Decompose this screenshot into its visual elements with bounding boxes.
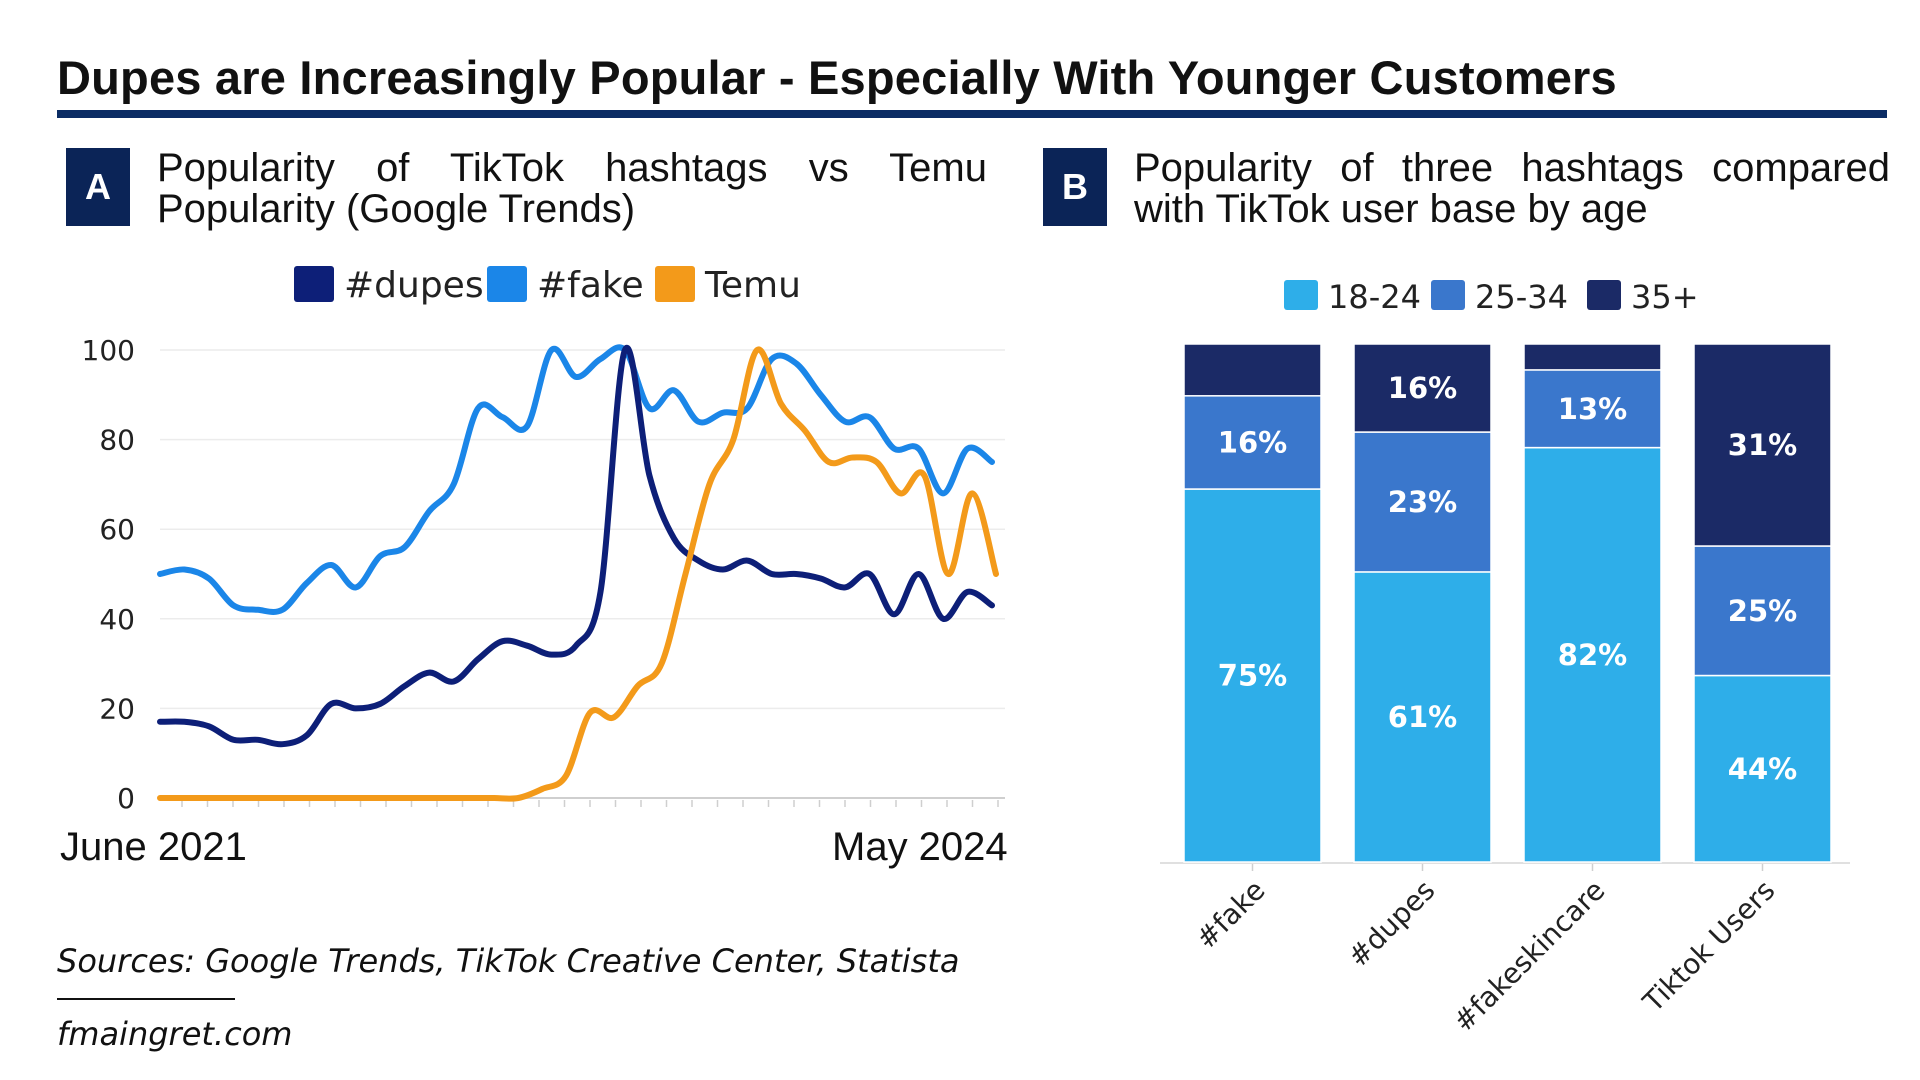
bar-segment-fake-18-24 bbox=[1183, 488, 1322, 863]
legend-label-25-34: 25-34 bbox=[1475, 278, 1568, 316]
stacked-bar-chart: 75% 16% #fake 61% 23% 16% #dupes 82% 13% #fakeski… bbox=[1160, 278, 1850, 1038]
bar-segment-fake-35 bbox=[1183, 343, 1322, 397]
bar-label-fake-25-34: 16% bbox=[1218, 425, 1287, 459]
bar-segment-tiktok-users-18-24 bbox=[1693, 674, 1832, 863]
bar-segment-fake-25-34 bbox=[1183, 395, 1322, 490]
bar-label-dupes-25-34: 23% bbox=[1388, 485, 1457, 519]
bar-segment-dupes-18-24 bbox=[1353, 571, 1492, 863]
panel-a-title: Popularity of TikTok hashtags vs Temu Po… bbox=[157, 146, 987, 231]
y-tick-label-20: 20 bbox=[99, 692, 135, 725]
y-tick-label-80: 80 bbox=[99, 424, 135, 457]
bar-label-tiktok-users-18-24: 44% bbox=[1728, 752, 1797, 786]
bar-label-tiktok-users-25-34: 25% bbox=[1728, 594, 1797, 628]
line-chart: 0 20 40 60 80 100 #dupes #fake Temu bbox=[82, 265, 1005, 815]
legend-swatch-35 bbox=[1587, 280, 1621, 310]
category-label-fakeskincare: #fakeskincare bbox=[1447, 874, 1612, 1039]
panel-a-badge: A bbox=[66, 148, 130, 226]
series-line-temu bbox=[157, 346, 999, 802]
bar-label-dupes-35: 16% bbox=[1388, 371, 1457, 405]
sources-divider bbox=[57, 998, 235, 1000]
category-label-dupes: #dupes bbox=[1341, 874, 1441, 974]
bar-label-fakeskincare-25-34: 13% bbox=[1558, 392, 1627, 426]
bar-label-fakeskincare-18-24: 82% bbox=[1558, 638, 1627, 672]
series-line-dupes bbox=[157, 344, 995, 748]
bar-label-fake-18-24: 75% bbox=[1218, 659, 1287, 693]
bar-segment-tiktok-users-35 bbox=[1693, 343, 1832, 547]
x-axis-start-label: June 2021 bbox=[60, 825, 247, 869]
legend-swatch-temu bbox=[655, 266, 695, 302]
y-tick-label-40: 40 bbox=[99, 603, 135, 636]
legend-swatch-25-34 bbox=[1431, 280, 1465, 310]
sources-note: Sources: Google Trends, TikTok Creative … bbox=[57, 942, 960, 980]
category-label-fake: #fake bbox=[1189, 874, 1271, 956]
page-title: Dupes are Increasingly Popular - Especia… bbox=[57, 51, 1617, 104]
legend-label-dupes: #dupes bbox=[344, 265, 484, 306]
legend-label-18-24: 18-24 bbox=[1328, 278, 1421, 316]
panel-b-title: Popularity of three hashtags compared wi… bbox=[1134, 146, 1890, 231]
bar-label-tiktok-users-35: 31% bbox=[1728, 428, 1797, 462]
x-axis-end-label: May 2024 bbox=[832, 825, 1008, 869]
y-tick-label-100: 100 bbox=[82, 334, 135, 367]
legend-swatch-dupes bbox=[294, 266, 334, 302]
legend-swatch-18-24 bbox=[1284, 280, 1318, 310]
legend-label-fake: #fake bbox=[537, 265, 644, 306]
bar-segment-dupes-25-34 bbox=[1353, 431, 1492, 573]
y-tick-label-0: 0 bbox=[117, 782, 135, 815]
credit-text: fmaingret.com bbox=[57, 1015, 293, 1053]
bar-segment-fakeskincare-25-34 bbox=[1523, 369, 1662, 449]
bar-segment-tiktok-users-25-34 bbox=[1693, 545, 1832, 677]
legend-label-temu: Temu bbox=[704, 265, 801, 306]
bar-label-dupes-18-24: 61% bbox=[1388, 700, 1457, 734]
bar-segment-fakeskincare-35 bbox=[1523, 343, 1662, 371]
y-tick-label-60: 60 bbox=[99, 513, 135, 546]
legend-label-35: 35+ bbox=[1631, 278, 1699, 316]
bar-segment-fakeskincare-18-24 bbox=[1523, 446, 1662, 863]
panel-b-badge: B bbox=[1043, 148, 1107, 226]
bar-segment-dupes-35 bbox=[1353, 343, 1492, 433]
category-label-tiktok-users: Tiktok Users bbox=[1636, 874, 1782, 1020]
legend-swatch-fake bbox=[487, 266, 527, 302]
series-line-fake bbox=[157, 344, 995, 615]
title-underline bbox=[57, 110, 1887, 118]
